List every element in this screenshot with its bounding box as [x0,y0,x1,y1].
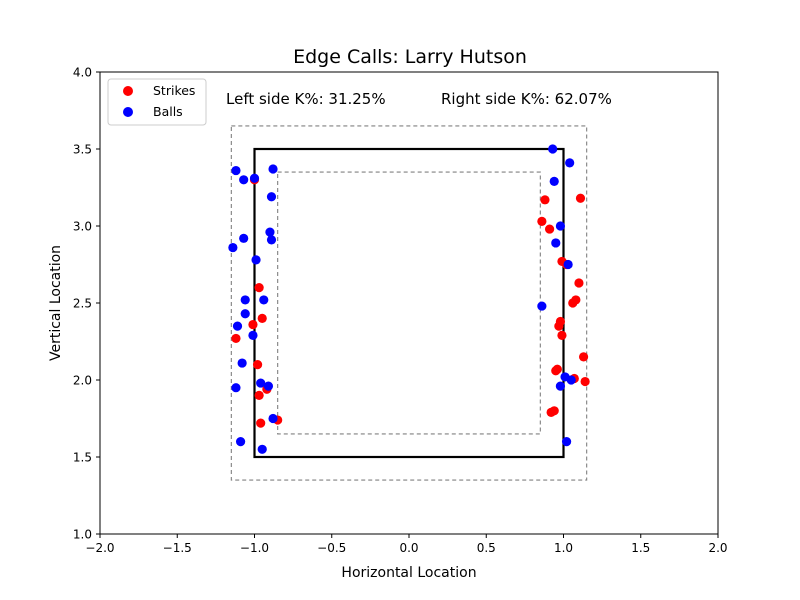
ball-point [566,375,576,385]
strike-point [231,333,241,344]
ball-point [237,358,247,368]
y-tick-label: 3.5 [73,143,92,157]
strike-point [537,216,547,226]
ball-point [239,233,249,243]
strike-point [568,298,578,308]
ball-point [563,259,573,270]
strike-point [546,407,556,417]
ball-point [268,164,278,174]
right-side-k-annotation: Right side K%: 62.07% [441,90,612,108]
ball-point [249,173,260,183]
data-points [228,144,590,454]
outer-zone-box [230,125,588,481]
y-axis-ticks: 1.0 1.5 2.0 2.5 3.0 3.5 4.0 [73,66,100,542]
ball-point [248,330,258,340]
strike-point [257,313,267,323]
strike-point [578,352,589,362]
x-tick-label: 0.0 [399,541,418,555]
ball-point [263,381,274,391]
x-tick-label: −1.0 [240,541,269,555]
x-tick-label: 1.0 [554,541,573,555]
left-side-k-annotation: Left side K%: 31.25% [226,90,386,108]
ball-point [537,301,547,311]
strike-point [574,278,584,288]
x-tick-label: −1.5 [163,541,192,555]
ball-point [239,175,249,185]
y-tick-label: 1.5 [73,451,92,465]
strike-point [252,360,263,370]
strike-point [248,319,258,330]
legend-balls-marker [123,107,133,117]
strike-point [254,390,264,400]
x-tick-label: −2.0 [85,541,114,555]
legend-balls-label: Balls [153,104,183,119]
strike-point [554,321,564,331]
ball-point [256,378,266,388]
ball-point [266,235,277,245]
ball-point [235,437,246,447]
strike-point [540,195,550,205]
x-axis-label: Horizontal Location [341,565,476,581]
strike-point [575,193,586,203]
ball-point [268,413,278,424]
ball-point [251,255,261,265]
y-tick-label: 2.0 [73,374,92,388]
ball-point [565,158,575,168]
y-axis-label: Vertical Location [48,245,64,361]
legend-strikes-marker [123,86,133,96]
y-tick-label: 4.0 [73,66,92,80]
strike-point [557,330,567,340]
ball-point [257,444,267,454]
inner-zone-box [277,171,541,435]
x-tick-label: 0.5 [477,541,496,555]
plot-area-frame [99,71,719,535]
x-tick-label: 2.0 [708,541,727,555]
x-axis-ticks: −2.0 −1.5 −1.0 −0.5 0.0 0.5 1.0 1.5 2.0 [85,534,728,555]
zone-boxes [230,125,588,481]
ball-point [240,295,250,305]
ball-point [555,381,566,391]
strike-point [254,283,264,293]
y-tick-label: 2.5 [73,297,92,311]
strike-point [256,418,266,428]
y-tick-label: 3.0 [73,220,92,234]
legend-strikes-label: Strikes [153,83,195,98]
ball-point [561,437,572,447]
ball-point [232,321,243,331]
legend: Strikes Balls [107,78,207,126]
strike-point [551,366,561,376]
ball-point [259,295,269,305]
strike-zone-box [253,147,565,459]
ball-point [266,192,277,202]
x-tick-label: −0.5 [317,541,346,555]
ball-point [555,221,566,231]
ball-point [240,309,250,319]
ball-point [228,242,238,253]
strike-point [544,224,555,234]
ball-point [231,383,241,393]
ball-point [551,238,561,248]
ball-point [548,144,558,154]
ball-point [231,165,241,176]
chart-title: Edge Calls: Larry Hutson [293,46,527,68]
strike-point [580,376,590,387]
ball-point [265,227,275,237]
x-tick-label: 1.5 [631,541,650,555]
ball-point [549,176,559,186]
y-tick-label: 1.0 [73,528,92,542]
